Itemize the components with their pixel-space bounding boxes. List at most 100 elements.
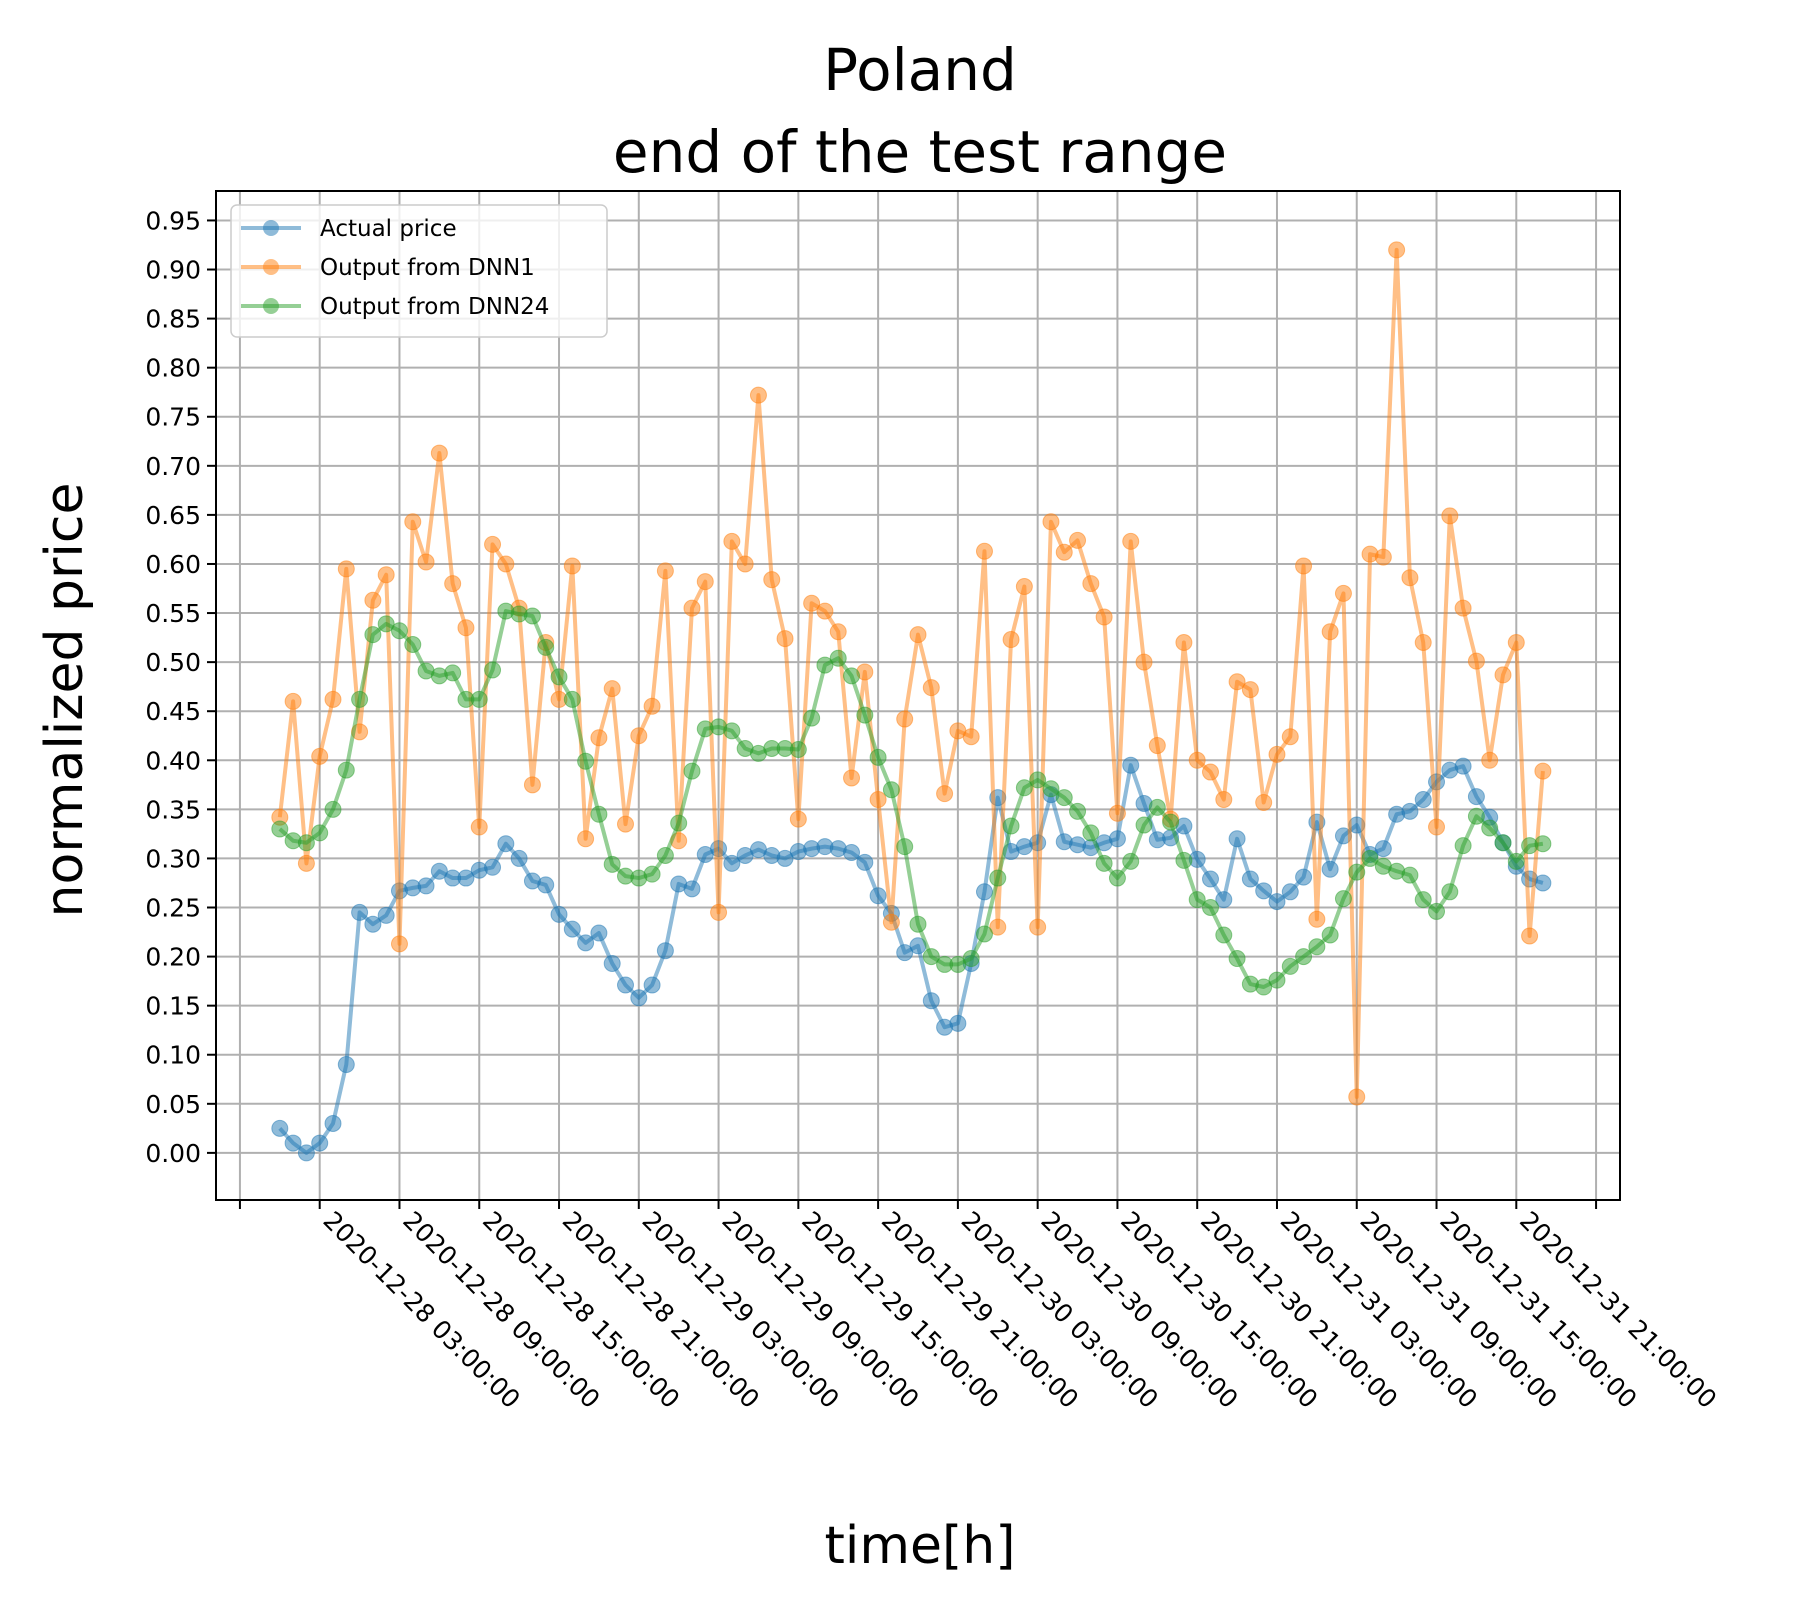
data-point: [311, 747, 329, 765]
data-point: [1481, 819, 1499, 837]
legend-entries: Actual price Output from DNN1 Output from …: [241, 216, 549, 320]
data-point: [1321, 623, 1339, 641]
legend-marker: [263, 259, 279, 275]
legend-box: [230, 204, 608, 338]
data-point: [351, 903, 369, 921]
data-point: [523, 776, 541, 794]
data-point: [417, 877, 435, 895]
data-point: [643, 865, 661, 883]
data-point: [789, 740, 807, 758]
data-point: [1494, 834, 1512, 852]
data-point: [1361, 849, 1379, 867]
data-point: [1069, 531, 1087, 549]
data-point: [470, 818, 488, 836]
data-point: [1428, 902, 1446, 920]
data-point: [497, 555, 515, 573]
data-point: [1042, 780, 1060, 798]
data-point: [484, 661, 502, 679]
data-point: [1255, 882, 1273, 900]
data-point: [922, 992, 940, 1010]
data-point: [989, 869, 1007, 887]
data-point: [1148, 798, 1166, 816]
legend-label: Output from DNN24: [320, 294, 549, 320]
data-point: [869, 887, 887, 905]
data-point: [1148, 737, 1166, 755]
data-point: [1055, 543, 1073, 561]
data-point: [1042, 513, 1060, 531]
data-point: [1467, 652, 1485, 670]
data-point: [404, 513, 422, 531]
data-point: [1308, 938, 1326, 956]
data-point: [1095, 854, 1113, 872]
data-point: [497, 835, 515, 853]
data-point: [1348, 863, 1366, 881]
y-tick-label: 0.65: [145, 501, 201, 530]
data-point: [324, 1114, 342, 1132]
data-point: [1334, 584, 1352, 602]
data-point: [776, 849, 794, 867]
data-point: [882, 913, 900, 931]
legend-label: Output from DNN1: [320, 255, 535, 281]
data-point: [763, 571, 781, 589]
series-output-from-dnn1: [271, 241, 1552, 1106]
data-point: [816, 656, 834, 674]
data-point: [1069, 802, 1087, 820]
data-point: [1135, 816, 1153, 834]
data-point: [1281, 957, 1299, 975]
data-point: [1029, 918, 1047, 936]
data-point: [1122, 852, 1140, 870]
data-point: [337, 761, 355, 779]
data-point: [1162, 813, 1180, 831]
data-point: [630, 989, 648, 1007]
data-point: [989, 918, 1007, 936]
data-point: [1295, 868, 1313, 886]
data-point: [1268, 893, 1286, 911]
data-point: [1015, 779, 1033, 797]
data-point: [563, 557, 581, 575]
data-point: [1108, 804, 1126, 822]
data-point: [297, 834, 315, 852]
data-point: [749, 386, 767, 404]
data-point: [1175, 633, 1193, 651]
y-tick-label: 0.80: [145, 354, 201, 383]
data-point: [1241, 870, 1259, 888]
data-point: [1534, 874, 1552, 892]
data-point: [789, 810, 807, 828]
data-point: [297, 1144, 315, 1162]
data-point: [829, 623, 847, 641]
data-point: [1175, 851, 1193, 869]
chart-title-line-1: Poland: [823, 36, 1017, 104]
data-point: [1308, 910, 1326, 928]
data-point: [484, 858, 502, 876]
data-point: [723, 722, 741, 740]
data-point: [1228, 830, 1246, 848]
data-point: [603, 954, 621, 972]
data-point: [577, 752, 595, 770]
data-point: [710, 840, 728, 858]
data-point: [896, 710, 914, 728]
y-tick-label: 0.20: [145, 943, 201, 972]
data-point: [444, 575, 462, 593]
y-tick-label: 0.90: [145, 256, 201, 285]
data-point: [816, 602, 834, 620]
data-point: [1002, 631, 1020, 649]
data-point: [430, 444, 448, 462]
data-point: [1228, 673, 1246, 691]
data-point: [856, 853, 874, 871]
data-point: [643, 976, 661, 994]
data-point: [1281, 728, 1299, 746]
data-point: [776, 630, 794, 648]
data-point: [869, 791, 887, 809]
data-point: [710, 903, 728, 921]
y-axis: 0.00 0.05 0.10 0.15 0.20 0.25 0.30 0.35 0.40 0.45…: [145, 206, 216, 1168]
y-axis-label: normalized price: [35, 483, 95, 918]
data-point: [909, 626, 927, 644]
data-point: [922, 948, 940, 966]
data-point: [1374, 548, 1392, 566]
data-point: [271, 820, 289, 838]
data-point: [962, 950, 980, 968]
y-tick-label: 0.70: [145, 452, 201, 481]
data-point: [1082, 824, 1100, 842]
data-point: [590, 805, 608, 823]
data-point: [1122, 756, 1140, 774]
